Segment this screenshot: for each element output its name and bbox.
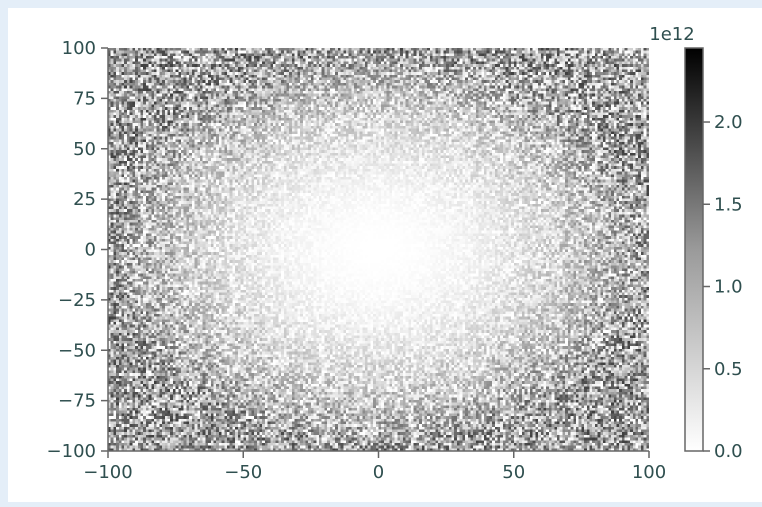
x-tick-label: −50 <box>224 462 262 483</box>
x-tick-label: 100 <box>632 462 666 483</box>
y-tick-label: 0 <box>85 240 96 261</box>
x-axis-ticks: −100 −50 0 50 100 <box>83 451 666 483</box>
colorbar: 1e12 0.0 0.5 1.0 1.5 2.0 <box>649 24 742 462</box>
colorbar-tick-label: 0.5 <box>714 359 743 380</box>
colorbar-tick-label: 0.0 <box>714 441 743 462</box>
y-tick-label: 100 <box>62 38 96 59</box>
x-tick-label: 50 <box>502 462 525 483</box>
y-tick-label: 50 <box>73 139 96 160</box>
y-tick-label: −75 <box>58 391 96 412</box>
colorbar-tick-label: 2.0 <box>714 112 743 133</box>
colorbar-ticks: 0.0 0.5 1.0 1.5 2.0 <box>703 112 743 462</box>
heatmap-raster <box>108 48 649 451</box>
heatmap-image <box>108 48 649 451</box>
y-tick-label: −25 <box>58 290 96 311</box>
y-tick-label: 25 <box>73 189 96 210</box>
y-tick-label: −100 <box>47 441 96 462</box>
y-axis-ticks: 100 75 50 25 0 −25 −50 −75 −100 <box>47 38 108 462</box>
figure: −100 −50 0 50 100 100 75 50 25 0 −25 −50 −75 −100 1e… <box>8 8 762 502</box>
y-tick-label: 75 <box>73 88 96 109</box>
heatmap-chart: −100 −50 0 50 100 100 75 50 25 0 −25 −50 −75 −100 1e… <box>8 8 762 502</box>
y-tick-label: −50 <box>58 340 96 361</box>
colorbar-tick-label: 1.5 <box>714 194 743 215</box>
colorbar-tick-label: 1.0 <box>714 277 743 298</box>
x-tick-label: −100 <box>83 462 132 483</box>
colorbar-offset-label: 1e12 <box>649 24 694 45</box>
colorbar-gradient <box>684 47 704 452</box>
x-tick-label: 0 <box>373 462 384 483</box>
